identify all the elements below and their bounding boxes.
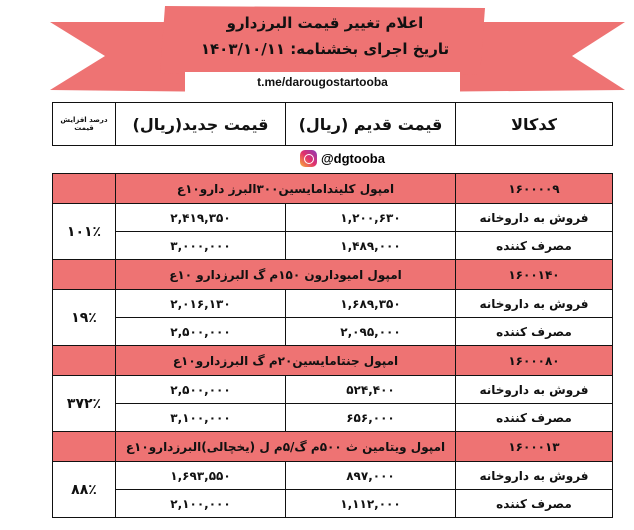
old-price: ۱,۴۸۹,۰۰۰ [285, 231, 456, 260]
old-price: ۶۵۶,۰۰۰ [285, 403, 456, 432]
percent-increase: ۱۹٪ [52, 289, 116, 346]
new-price: ۲,۴۱۹,۳۵۰ [115, 203, 286, 232]
header-percent: درصد افزایش قیمت [52, 102, 116, 146]
price-type-label: فروش به داروخانه [455, 203, 613, 232]
empty-cell [52, 431, 116, 462]
price-type-label: مصرف کننده [455, 231, 613, 260]
percent-increase: ۳۷۲٪ [52, 375, 116, 432]
new-price: ۲,۵۰۰,۰۰۰ [115, 375, 286, 404]
instagram-icon [300, 150, 317, 167]
product-code: ۱۶۰۰۰۸۰ [455, 345, 613, 376]
product-code: ۱۶۰۰۰۱۳ [455, 431, 613, 462]
table-header: کدکالا قیمت قدیم (ریال) قیمت جدید(ریال) … [52, 102, 613, 146]
telegram-link[interactable]: t.me/darougostartooba [257, 75, 388, 89]
price-type-label: فروش به داروخانه [455, 375, 613, 404]
price-row: فروش به داروخانه ۱,۶۸۹,۳۵۰ ۲,۰۱۶,۱۳۰ ۱۹٪ [52, 289, 613, 346]
header-old-price: قیمت قدیم (ریال) [285, 102, 456, 146]
old-price: ۱,۱۱۲,۰۰۰ [285, 489, 456, 518]
banner-ribbon [50, 6, 625, 96]
product-name: امپول امیودارون ۱۵۰م گ البرزدارو ۱۰ع [115, 259, 456, 290]
banner-date: تاریخ اجرای بخشنامه: ۱۴۰۳/۱۰/۱۱ [200, 40, 450, 58]
product-name: امپول کلیندامایسین۳۰۰البرز دارو۱۰ع [115, 173, 456, 204]
price-row: فروش به داروخانه ۵۲۴,۴۰۰ ۲,۵۰۰,۰۰۰ ۳۷۲٪ [52, 375, 613, 432]
old-price: ۲,۰۹۵,۰۰۰ [285, 317, 456, 346]
price-type-label: مصرف کننده [455, 403, 613, 432]
price-type-label: مصرف کننده [455, 489, 613, 518]
instagram-text: @dgtooba [321, 151, 385, 166]
product-code: ۱۶۰۰۱۴۰ [455, 259, 613, 290]
product-row: ۱۶۰۰۰۰۹ امپول کلیندامایسین۳۰۰البرز دارو۱… [52, 173, 613, 204]
price-row: مصرف کننده ۲,۰۹۵,۰۰۰ ۲,۵۰۰,۰۰۰ [53, 317, 613, 346]
price-row: فروش به داروخانه ۱,۲۰۰,۶۳۰ ۲,۴۱۹,۳۵۰ ۱۰۱… [52, 203, 613, 260]
old-price: ۱,۶۸۹,۳۵۰ [285, 289, 456, 318]
new-price: ۲,۰۱۶,۱۳۰ [115, 289, 286, 318]
price-type-label: مصرف کننده [455, 317, 613, 346]
percent-increase: ۸۸٪ [52, 461, 116, 518]
new-price: ۲,۱۰۰,۰۰۰ [115, 489, 286, 518]
price-row: مصرف کننده ۶۵۶,۰۰۰ ۳,۱۰۰,۰۰۰ [53, 403, 613, 432]
price-table: ۱۶۰۰۰۰۹ امپول کلیندامایسین۳۰۰البرز دارو۱… [52, 173, 613, 518]
price-row: مصرف کننده ۱,۴۸۹,۰۰۰ ۳,۰۰۰,۰۰۰ [53, 231, 613, 260]
instagram-handle[interactable]: @dgtooba [300, 150, 385, 167]
product-row: ۱۶۰۰۰۸۰ امپول جنتامایسین۲۰م گ البرزدارو۱… [52, 345, 613, 376]
price-row: فروش به داروخانه ۸۹۷,۰۰۰ ۱,۶۹۳,۵۵۰ ۸۸٪ [52, 461, 613, 518]
price-row: مصرف کننده ۱,۱۱۲,۰۰۰ ۲,۱۰۰,۰۰۰ [53, 489, 613, 518]
old-price: ۱,۲۰۰,۶۳۰ [285, 203, 456, 232]
percent-increase: ۱۰۱٪ [52, 203, 116, 260]
product-name: امپول جنتامایسین۲۰م گ البرزدارو۱۰ع [115, 345, 456, 376]
header-new-price: قیمت جدید(ریال) [115, 102, 286, 146]
old-price: ۵۲۴,۴۰۰ [285, 375, 456, 404]
empty-cell [52, 259, 116, 290]
banner-title: اعلام تغییر قیمت البرزدارو [226, 14, 424, 32]
empty-cell [52, 173, 116, 204]
old-price: ۸۹۷,۰۰۰ [285, 461, 456, 490]
new-price: ۳,۰۰۰,۰۰۰ [115, 231, 286, 260]
product-row: ۱۶۰۰۰۱۳ امپول ویتامین ث ۵۰۰م گ/۵م ل (یخچ… [52, 431, 613, 462]
new-price: ۳,۱۰۰,۰۰۰ [115, 403, 286, 432]
new-price: ۱,۶۹۳,۵۵۰ [115, 461, 286, 490]
price-type-label: فروش به داروخانه [455, 461, 613, 490]
new-price: ۲,۵۰۰,۰۰۰ [115, 317, 286, 346]
product-row: ۱۶۰۰۱۴۰ امپول امیودارون ۱۵۰م گ البرزدارو… [52, 259, 613, 290]
price-type-label: فروش به داروخانه [455, 289, 613, 318]
empty-cell [52, 345, 116, 376]
product-code: ۱۶۰۰۰۰۹ [455, 173, 613, 204]
product-name: امپول ویتامین ث ۵۰۰م گ/۵م ل (یخچالی)البر… [115, 431, 456, 462]
header-code: کدکالا [455, 102, 613, 146]
